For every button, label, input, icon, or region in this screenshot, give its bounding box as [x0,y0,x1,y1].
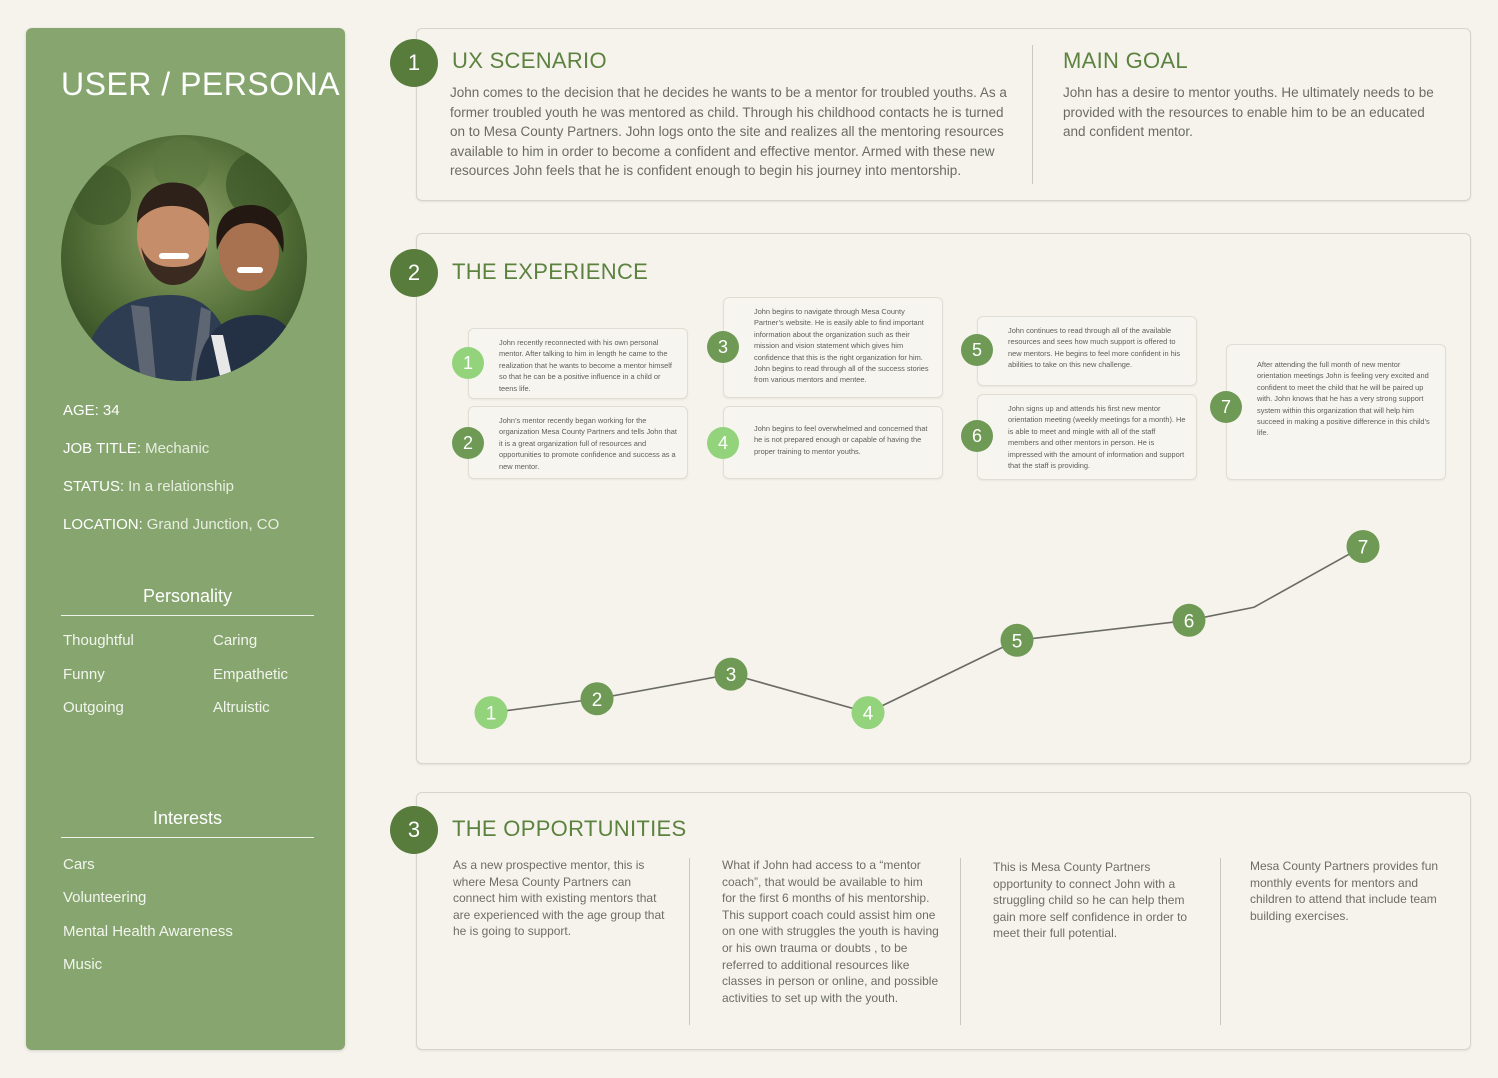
experience-card: After attending the full month of new me… [1226,344,1446,480]
journey-point [851,696,885,730]
trait-item: Altruistic [213,699,270,716]
personality-heading: Personality [61,586,314,616]
trait-item: Funny [63,666,105,683]
divider [1032,45,1033,184]
experience-card: John begins to feel overwhelmed and conc… [723,406,943,479]
opportunity-text: As a new prospective mentor, this is whe… [453,858,665,939]
trait-item: Caring [213,632,258,649]
section-number-badge: 2 [390,249,438,297]
location-row: LOCATION: Grand Junction, CO [63,516,279,533]
journey-line-chart: 1 2 3 4 5 6 7 [474,529,1380,730]
persona-photo [61,135,307,381]
journey-point [1000,623,1034,657]
journey-point-label: 7 [1358,537,1369,558]
opportunity-text: What if John had access to a “mentor coa… [722,858,939,1005]
age-label: AGE: [63,402,99,419]
journey-point [1346,529,1380,563]
step-badge: 2 [452,427,484,459]
location-value: Grand Junction, CO [146,516,280,533]
experience-card: John recently reconnected with his own p… [468,328,688,399]
scenario-title: UX SCENARIO [452,48,607,73]
trait-item: Empathetic [213,666,289,683]
step-badge: 7 [1210,391,1242,423]
journey-line [490,545,1364,714]
journey-point-label: 5 [1012,631,1023,652]
goal-title: MAIN GOAL [1063,48,1188,73]
goal-text: John has a desire to mentor youths. He u… [1063,85,1434,139]
step-badge: 3 [707,331,739,363]
trait-item: Thoughtful [63,632,134,649]
job-value: Mechanic [145,440,210,457]
step-badge: 6 [961,420,993,452]
persona-sidebar: USER / PERSONA [26,28,345,1050]
experience-card: John’s mentor recently began working for… [468,406,688,479]
interest-item: Mental Health Awareness [63,923,233,940]
interest-item: Volunteering [63,889,147,906]
persona-photo-image [61,135,307,381]
journey-point-label: 4 [863,704,874,725]
persona-title: USER / PERSONA [61,66,341,102]
job-row: JOB TITLE: Mechanic [63,440,209,457]
age-row: AGE: 34 [63,402,120,419]
interest-item: Cars [63,856,95,873]
opportunities-title: THE OPPORTUNITIES [452,816,687,841]
experience-card: John continues to read through all of th… [977,316,1197,386]
divider [1220,858,1221,1025]
location-label: LOCATION: [63,516,143,533]
opportunities-panel [416,792,1471,1050]
step-badge: 4 [707,427,739,459]
section-number-badge: 3 [390,806,438,854]
experience-title: THE EXPERIENCE [452,259,649,284]
scenario-panel [416,28,1471,201]
trait-item: Outgoing [63,699,124,716]
status-value: In a relationship [128,478,235,495]
experience-card: John begins to navigate through Mesa Cou… [723,297,943,398]
journey-point [474,696,508,730]
opportunity-text: This is Mesa County Partners opportunity… [993,860,1188,941]
scenario-text: John comes to the decision that he decid… [450,85,1007,178]
divider [689,858,690,1025]
divider [960,858,961,1025]
age-value: 34 [102,402,120,419]
journey-point-label: 2 [592,690,603,711]
opportunity-text: Mesa County Partners provides fun monthl… [1250,859,1439,923]
step-badge: 1 [452,347,484,379]
status-row: STATUS: In a relationship [63,478,234,495]
experience-card: John signs up and attends his first new … [977,394,1197,480]
interest-item: Music [63,956,103,973]
journey-point-label: 3 [726,665,737,686]
step-badge: 5 [961,334,993,366]
status-label: STATUS: [63,478,125,495]
journey-point [580,682,614,716]
journey-point-label: 6 [1184,611,1195,632]
journey-point [1172,603,1206,637]
journey-point [714,657,748,691]
journey-point-label: 1 [486,704,497,725]
section-number-badge: 1 [390,39,438,87]
interests-heading: Interests [61,808,314,838]
job-label: JOB TITLE: [63,440,142,457]
